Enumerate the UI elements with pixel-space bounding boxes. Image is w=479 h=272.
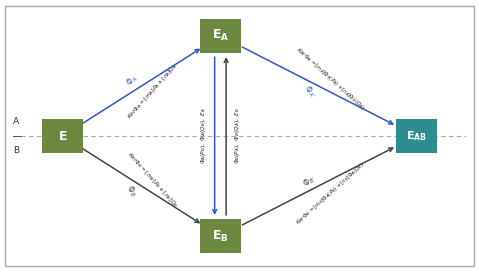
Text: $\mathbf{E_B}$: $\mathbf{E_B}$ (212, 228, 228, 244)
Text: $Ker\Phi_B=[m_B]P_B+[n_B]Q_B$: $Ker\Phi_B=[m_B]P_B+[n_B]Q_B$ (125, 150, 180, 210)
Text: A: A (12, 117, 19, 126)
FancyBboxPatch shape (5, 6, 474, 266)
Text: B: B (12, 146, 19, 155)
Text: $\Phi_B(P_A),\ \Phi_B(Q_A),\ E_B$: $\Phi_B(P_A),\ \Phi_B(Q_A),\ E_B$ (233, 108, 241, 164)
Text: $\Phi_B$: $\Phi_B$ (124, 183, 140, 199)
FancyBboxPatch shape (43, 119, 83, 153)
Text: $\Phi_A$: $\Phi_A$ (124, 73, 140, 89)
Text: $\mathbf{E}$: $\mathbf{E}$ (58, 129, 68, 143)
FancyBboxPatch shape (200, 19, 240, 53)
FancyBboxPatch shape (200, 219, 240, 253)
Text: $\mathbf{E_A}$: $\mathbf{E_A}$ (212, 28, 229, 44)
FancyBboxPatch shape (396, 119, 436, 153)
Text: $\Phi_A(P_B),\ \Phi_A(Q_B),\ E_A$: $\Phi_A(P_B),\ \Phi_A(Q_B),\ E_A$ (199, 108, 208, 164)
Text: $\Phi_{A'}$: $\Phi_{A'}$ (301, 82, 319, 100)
Text: $Ker\Phi_{A'}=[m_A]\Phi_B(P_A)+[n_A]\Phi_B(Q_A)$: $Ker\Phi_{A'}=[m_A]\Phi_B(P_A)+[n_A]\Phi… (294, 45, 366, 112)
Text: $\mathbf{E_{AB}}$: $\mathbf{E_{AB}}$ (406, 129, 427, 143)
Text: $\Phi_{B'}$: $\Phi_{B'}$ (301, 172, 319, 190)
Text: $Ker\Phi_{B'}=[m_B]\Phi_A(P_B)+[n_B]\Phi_A(Q_B)$: $Ker\Phi_{B'}=[m_B]\Phi_A(P_B)+[n_B]\Phi… (294, 160, 366, 227)
Text: $Ker\Phi_A=[m_A]P_A+[n_A]Q_A$: $Ker\Phi_A=[m_A]P_A+[n_A]Q_A$ (125, 62, 180, 122)
